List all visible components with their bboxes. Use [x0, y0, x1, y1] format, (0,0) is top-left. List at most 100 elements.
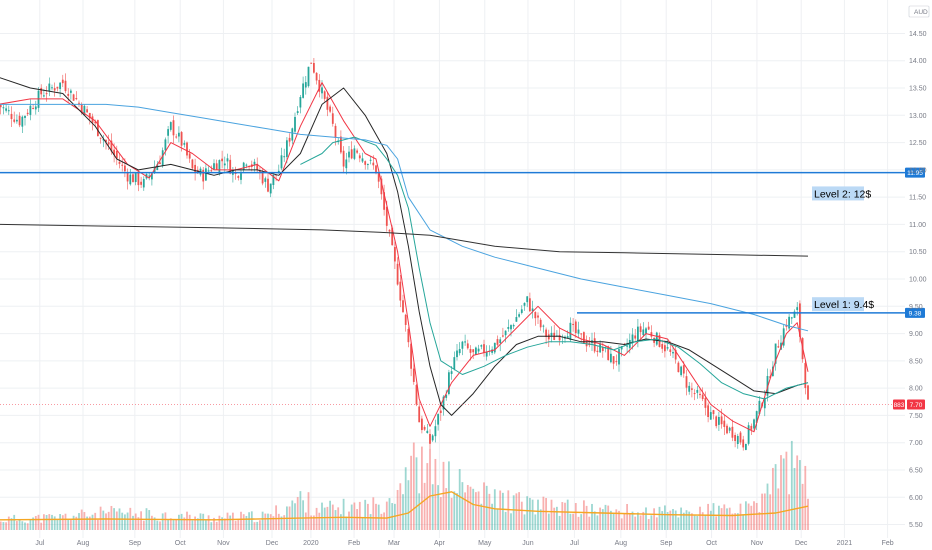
- candle-body: [369, 159, 372, 161]
- volume-bar: [599, 507, 601, 530]
- candle-body: [172, 120, 175, 136]
- volume-bar: [186, 511, 188, 530]
- candle-body: [456, 350, 458, 358]
- volume-bar: [159, 521, 161, 530]
- volume-bar: [534, 514, 537, 530]
- candle-body: [167, 129, 169, 136]
- volume-bar: [59, 514, 61, 530]
- volume-bar: [564, 502, 566, 530]
- candle-body: [547, 334, 550, 340]
- candle-body: [450, 371, 453, 374]
- volume-bar: [448, 461, 450, 530]
- candle-body: [685, 376, 688, 388]
- candle-body: [674, 349, 677, 360]
- candle-body: [707, 405, 709, 417]
- volume-bar: [429, 448, 431, 530]
- candle-body: [429, 433, 431, 444]
- candle-body: [647, 326, 650, 330]
- volume-bar: [626, 504, 628, 530]
- candle-body: [97, 120, 99, 137]
- candle-body: [739, 432, 742, 443]
- candle-body: [313, 63, 315, 73]
- volume-bar: [491, 503, 493, 530]
- candle-body: [718, 416, 720, 425]
- candle-body: [475, 347, 477, 355]
- candle-body: [142, 179, 145, 188]
- volume-bar: [412, 442, 415, 530]
- volume-bar: [188, 514, 191, 530]
- volume-bar: [647, 519, 650, 530]
- candle-body: [510, 325, 512, 330]
- volume-bar: [502, 492, 504, 530]
- volume-bar: [458, 469, 461, 530]
- candle-body: [610, 353, 612, 363]
- volume-bar: [788, 494, 790, 530]
- x-tick-label: 2021: [837, 540, 853, 547]
- candle-body: [583, 332, 585, 344]
- candle-body: [402, 300, 404, 313]
- volume-bar: [723, 504, 726, 530]
- volume-bar: [596, 515, 599, 530]
- volume-bar: [772, 467, 774, 530]
- volume-bar: [542, 496, 545, 530]
- candle-body: [356, 150, 358, 153]
- volume-bar: [105, 513, 107, 530]
- candle-body: [16, 119, 18, 122]
- volume-bar: [29, 519, 32, 530]
- volume-bar: [747, 503, 750, 530]
- volume-bar: [326, 506, 329, 530]
- candle-body: [661, 344, 664, 349]
- candle-body: [437, 414, 439, 425]
- y-tick-label: 10.00: [909, 277, 927, 284]
- candle-body: [421, 418, 423, 431]
- candle-body: [61, 79, 64, 84]
- y-tick-label: 13.00: [909, 113, 927, 120]
- volume-bar: [107, 511, 110, 530]
- volume-bar: [642, 511, 645, 530]
- candle-body: [269, 183, 272, 194]
- candle-body: [272, 174, 275, 186]
- volume-bar: [34, 515, 37, 530]
- candle-body: [731, 426, 734, 438]
- volume-bar: [16, 521, 18, 530]
- candle-body: [574, 321, 577, 334]
- volume-bar: [680, 507, 682, 530]
- volume-bar: [404, 467, 407, 530]
- volume-bar: [510, 513, 512, 530]
- volume-bar: [583, 500, 585, 530]
- candle-body: [453, 357, 456, 370]
- y-tick-label: 9.00: [909, 331, 923, 338]
- volume-bar: [115, 511, 118, 530]
- last-price-tag: [893, 399, 905, 410]
- candle-body: [318, 79, 321, 92]
- volume-bar: [777, 488, 780, 530]
- volume-bar: [421, 446, 423, 530]
- candle-body: [448, 372, 450, 395]
- volume-bar: [53, 516, 56, 530]
- volume-bar: [121, 512, 124, 530]
- candle-body: [267, 178, 269, 192]
- y-tick-label: 5.50: [909, 522, 923, 529]
- candle-body: [634, 335, 637, 339]
- volume-bar: [807, 498, 809, 530]
- volume-bar: [688, 511, 691, 530]
- candle-body: [445, 394, 448, 398]
- volume-bar: [321, 502, 323, 530]
- volume-bar: [593, 511, 596, 530]
- candle-body: [380, 178, 383, 195]
- candle-body: [7, 110, 10, 112]
- candle-body: [40, 87, 43, 95]
- volume-bar: [761, 493, 763, 530]
- candle-body: [612, 356, 615, 364]
- y-tick-label: 10.50: [909, 249, 927, 256]
- candle-body: [302, 83, 304, 98]
- candle-body: [264, 178, 267, 182]
- candle-body: [148, 175, 151, 177]
- volume-bar: [475, 492, 477, 530]
- candle-body: [442, 396, 445, 410]
- volume-bar: [202, 513, 205, 530]
- levels: 11.95 Level 2: 12$ 9.38 Level 1: 9.4$ 883 7.7…: [0, 167, 925, 410]
- candle-body: [418, 406, 421, 423]
- volume-bar: [78, 513, 80, 530]
